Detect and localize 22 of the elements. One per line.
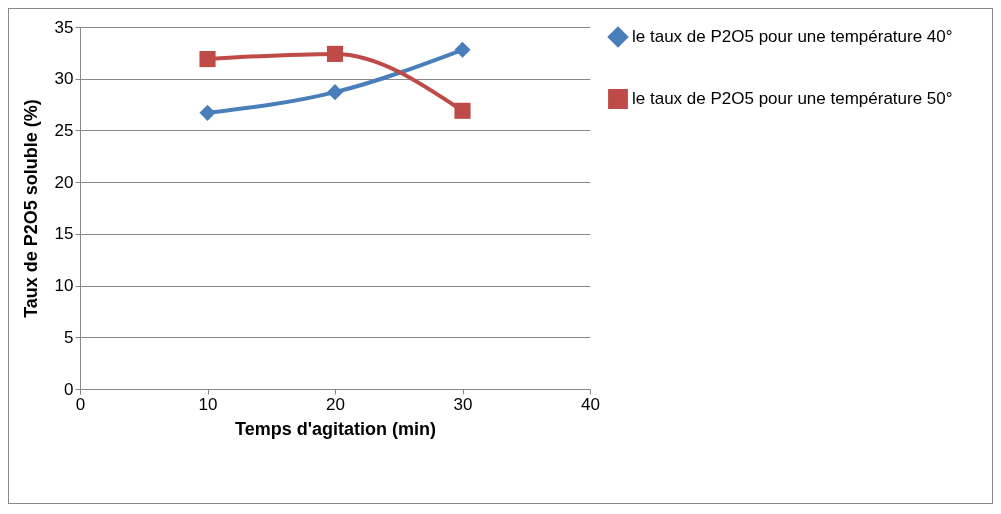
x-axis-title: Temps d'agitation (min) xyxy=(235,418,436,439)
point xyxy=(326,84,344,101)
point xyxy=(454,41,471,58)
x-tick-label: 40 xyxy=(581,394,600,414)
x-tick-label: 30 xyxy=(453,394,473,414)
y-tick-label: 15 xyxy=(54,224,74,244)
y-tick-label: 5 xyxy=(64,327,74,347)
legend-label: le taux de P2O5 pour une température 40° xyxy=(632,27,953,46)
x-tick-label: 10 xyxy=(198,394,218,414)
y-tick-label: 35 xyxy=(54,17,74,37)
legend-label: le taux de P2O5 pour une température 50° xyxy=(632,89,953,108)
y-tick-label: 0 xyxy=(64,379,74,399)
point xyxy=(199,104,216,121)
y-tick-label: 10 xyxy=(54,276,74,296)
x-tick-label: 20 xyxy=(326,394,345,414)
y-tick-label: 20 xyxy=(54,172,74,192)
point xyxy=(454,102,471,119)
point xyxy=(199,51,216,68)
y-axis-title: Taux de P2O5 soluble (%) xyxy=(20,99,41,318)
y-tick-label: 25 xyxy=(54,120,74,140)
y-tick-label: 30 xyxy=(54,69,74,89)
point xyxy=(326,45,344,62)
